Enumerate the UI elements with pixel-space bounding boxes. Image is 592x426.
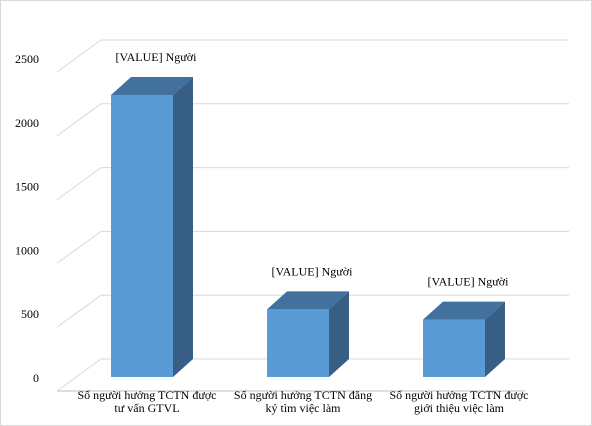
- category-label: Số người hưởng TCTN đăng ký tìm việc làm: [234, 388, 372, 415]
- category-label: Số người hưởng TCTN được giới thiệu việc …: [390, 388, 529, 415]
- y-axis-ticks: 0 500 1000 1500 2000 2500: [15, 52, 39, 385]
- bar: [111, 77, 193, 377]
- y-tick-label: 1500: [15, 180, 39, 194]
- bar-top: [267, 291, 349, 310]
- category-label-line: giới thiệu việc làm: [414, 401, 505, 415]
- gridline-perspective: [56, 167, 102, 201]
- y-tick-label: 2500: [15, 52, 39, 66]
- bar-front: [111, 95, 173, 377]
- y-tick-label: 2000: [15, 116, 39, 130]
- data-label: [VALUE] Người: [272, 264, 354, 278]
- bar-front: [267, 309, 329, 377]
- bar-side: [173, 77, 193, 377]
- gridline-perspective: [56, 39, 102, 73]
- category-label-line: ký tìm việc làm: [266, 401, 342, 415]
- bar: [423, 301, 505, 377]
- bar-side: [485, 301, 505, 377]
- data-labels: [VALUE] Người [VALUE] Người [VALUE] Người: [116, 50, 510, 289]
- gridline-perspective: [56, 103, 102, 137]
- bar-top: [423, 301, 505, 320]
- gridline-perspective: [56, 358, 102, 392]
- category-label-line: Số người hưởng TCTN được: [78, 388, 217, 402]
- gridline-perspective: [56, 294, 102, 328]
- gridline-perspective: [56, 230, 102, 264]
- data-label: [VALUE] Người: [428, 275, 510, 289]
- y-tick-label: 1000: [15, 243, 39, 257]
- category-label-line: tư vấn GTVL: [114, 401, 179, 415]
- y-tick-label: 500: [21, 307, 39, 321]
- y-tick-label: 0: [33, 371, 39, 385]
- bar-side: [329, 291, 349, 377]
- bar: [267, 291, 349, 377]
- data-label: [VALUE] Người: [116, 50, 198, 64]
- bars: [111, 77, 505, 377]
- bar-top: [111, 77, 193, 96]
- bar-front: [423, 319, 485, 377]
- category-label: Số người hưởng TCTN được tư vấn GTVL: [78, 388, 217, 415]
- category-label-line: Số người hưởng TCTN được: [390, 388, 529, 402]
- category-label-line: Số người hưởng TCTN đăng: [234, 388, 372, 402]
